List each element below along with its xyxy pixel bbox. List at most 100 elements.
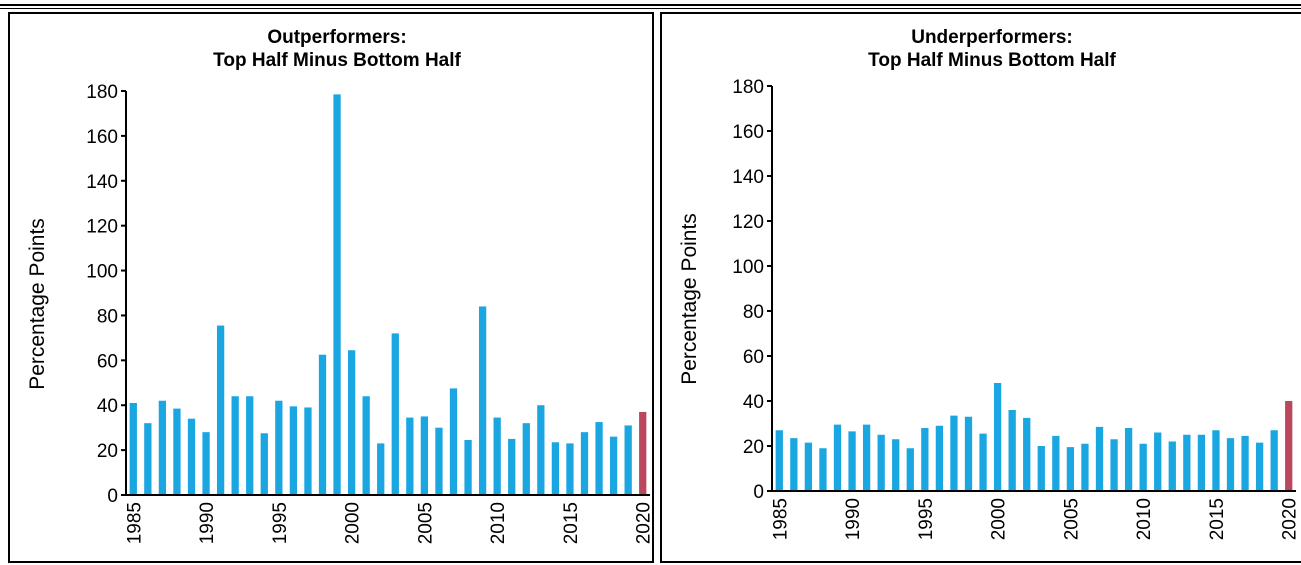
bar-1985 xyxy=(129,402,137,495)
y-tick-label: 20 xyxy=(743,437,764,458)
bar-2007 xyxy=(449,388,458,495)
bar-2012 xyxy=(1168,441,1176,491)
bar-1989 xyxy=(833,424,842,492)
bar-2003 xyxy=(391,333,399,495)
x-tick-label: 2010 xyxy=(1134,498,1155,540)
bar-1989 xyxy=(187,418,196,495)
bar-2008 xyxy=(464,440,472,495)
bar-2011 xyxy=(508,438,516,495)
bar-1987 xyxy=(804,442,813,492)
bar-2002 xyxy=(1023,417,1031,492)
bar-2020 xyxy=(1285,401,1293,491)
bar-2018 xyxy=(1255,442,1264,492)
x-tick-label: 1995 xyxy=(916,498,937,540)
x-tick-label: 2005 xyxy=(1061,498,1082,540)
y-tick-label: 180 xyxy=(86,82,118,103)
bar-1994 xyxy=(906,448,914,491)
x-tick-label: 2020 xyxy=(1280,498,1301,540)
y-tick-label: 160 xyxy=(86,127,118,148)
bar-2016 xyxy=(1226,438,1235,492)
bar-1986 xyxy=(790,438,798,492)
bar-1999 xyxy=(333,94,341,496)
chart-title-line-1: Underperformers: xyxy=(911,27,1073,48)
y-axis-label: Percentage Points xyxy=(678,213,701,385)
x-tick-label: 2000 xyxy=(343,502,364,544)
bar-2004 xyxy=(1052,435,1060,492)
bar-2017 xyxy=(595,422,603,495)
bar-2015 xyxy=(1212,430,1220,491)
x-tick-label: 1985 xyxy=(770,498,791,540)
bar-2004 xyxy=(406,417,414,495)
bar-2009 xyxy=(1124,428,1133,491)
bar-2010 xyxy=(1139,443,1147,491)
bar-2002 xyxy=(377,443,385,495)
x-tick-label: 2000 xyxy=(989,498,1010,540)
bar-1992 xyxy=(877,434,885,491)
outperformers-chart: Outperformers: Top Half Minus Bottom Hal… xyxy=(26,27,655,544)
bar-1992 xyxy=(231,396,239,495)
bar-1988 xyxy=(819,448,827,491)
y-tick-label: 40 xyxy=(97,396,118,417)
bar-1991 xyxy=(216,325,225,495)
bar-2000 xyxy=(993,383,1002,491)
bar-2001 xyxy=(1008,410,1016,491)
bar-2013 xyxy=(537,405,545,495)
bar-1995 xyxy=(275,400,283,495)
bar-2006 xyxy=(1081,443,1089,491)
bar-2008 xyxy=(1110,439,1118,491)
bar-2005 xyxy=(1066,447,1075,492)
underperformers-chart-panel: Underperformers: Top Half Minus Bottom H… xyxy=(660,12,1301,563)
chart-title-line-2: Top Half Minus Bottom Half xyxy=(213,50,461,71)
bar-2015 xyxy=(566,443,574,495)
bar-2019 xyxy=(624,425,632,495)
bar-1997 xyxy=(304,407,312,495)
bar-2016 xyxy=(580,432,589,495)
bar-2000 xyxy=(347,350,356,495)
bar-2011 xyxy=(1154,432,1162,491)
bar-2007 xyxy=(1095,426,1104,492)
bar-1995 xyxy=(921,428,929,491)
y-tick-label: 20 xyxy=(97,441,118,462)
y-tick-label: 140 xyxy=(86,172,118,193)
outperformers-chart-panel: Outperformers: Top Half Minus Bottom Hal… xyxy=(8,12,655,563)
y-tick-label: 100 xyxy=(732,257,764,278)
y-tick-label: 80 xyxy=(97,306,118,327)
chart-title-line-2: Top Half Minus Bottom Half xyxy=(868,50,1116,71)
y-tick-label: 120 xyxy=(732,212,764,233)
x-tick-label: 1985 xyxy=(124,502,145,544)
bar-1985 xyxy=(775,430,783,491)
bar-1998 xyxy=(964,416,973,491)
bar-1993 xyxy=(246,396,254,495)
bar-1994 xyxy=(260,433,268,495)
bar-1990 xyxy=(202,432,210,495)
x-tick-label: 1990 xyxy=(843,498,864,540)
bar-2019 xyxy=(1270,430,1278,491)
x-tick-label: 2005 xyxy=(415,502,436,544)
bar-1987 xyxy=(158,400,167,495)
bar-2012 xyxy=(522,423,530,495)
bar-2017 xyxy=(1241,435,1249,492)
y-axis-label: Percentage Points xyxy=(26,218,49,390)
y-tick-label: 100 xyxy=(86,262,118,283)
bar-2005 xyxy=(420,416,429,495)
y-tick-label: 80 xyxy=(743,302,764,323)
bar-2018 xyxy=(609,436,618,495)
bar-2006 xyxy=(435,427,443,495)
bar-1991 xyxy=(862,424,871,492)
bar-1999 xyxy=(979,433,987,492)
bar-2010 xyxy=(493,417,501,495)
y-tick-label: 160 xyxy=(732,122,764,143)
underperformers-chart: Underperformers: Top Half Minus Bottom H… xyxy=(678,27,1301,540)
bar-2003 xyxy=(1037,446,1045,491)
bar-1993 xyxy=(892,439,900,491)
bar-1998 xyxy=(318,354,327,495)
x-tick-label: 1995 xyxy=(270,502,291,544)
x-tick-label: 2010 xyxy=(488,502,509,544)
x-tick-label: 1990 xyxy=(197,502,218,544)
top-rule-thick xyxy=(0,4,1301,6)
top-rule-thin xyxy=(0,8,1301,9)
bar-2020 xyxy=(639,411,647,495)
x-tick-label: 2020 xyxy=(634,502,655,544)
y-tick-label: 60 xyxy=(97,351,118,372)
y-tick-label: 140 xyxy=(732,167,764,188)
